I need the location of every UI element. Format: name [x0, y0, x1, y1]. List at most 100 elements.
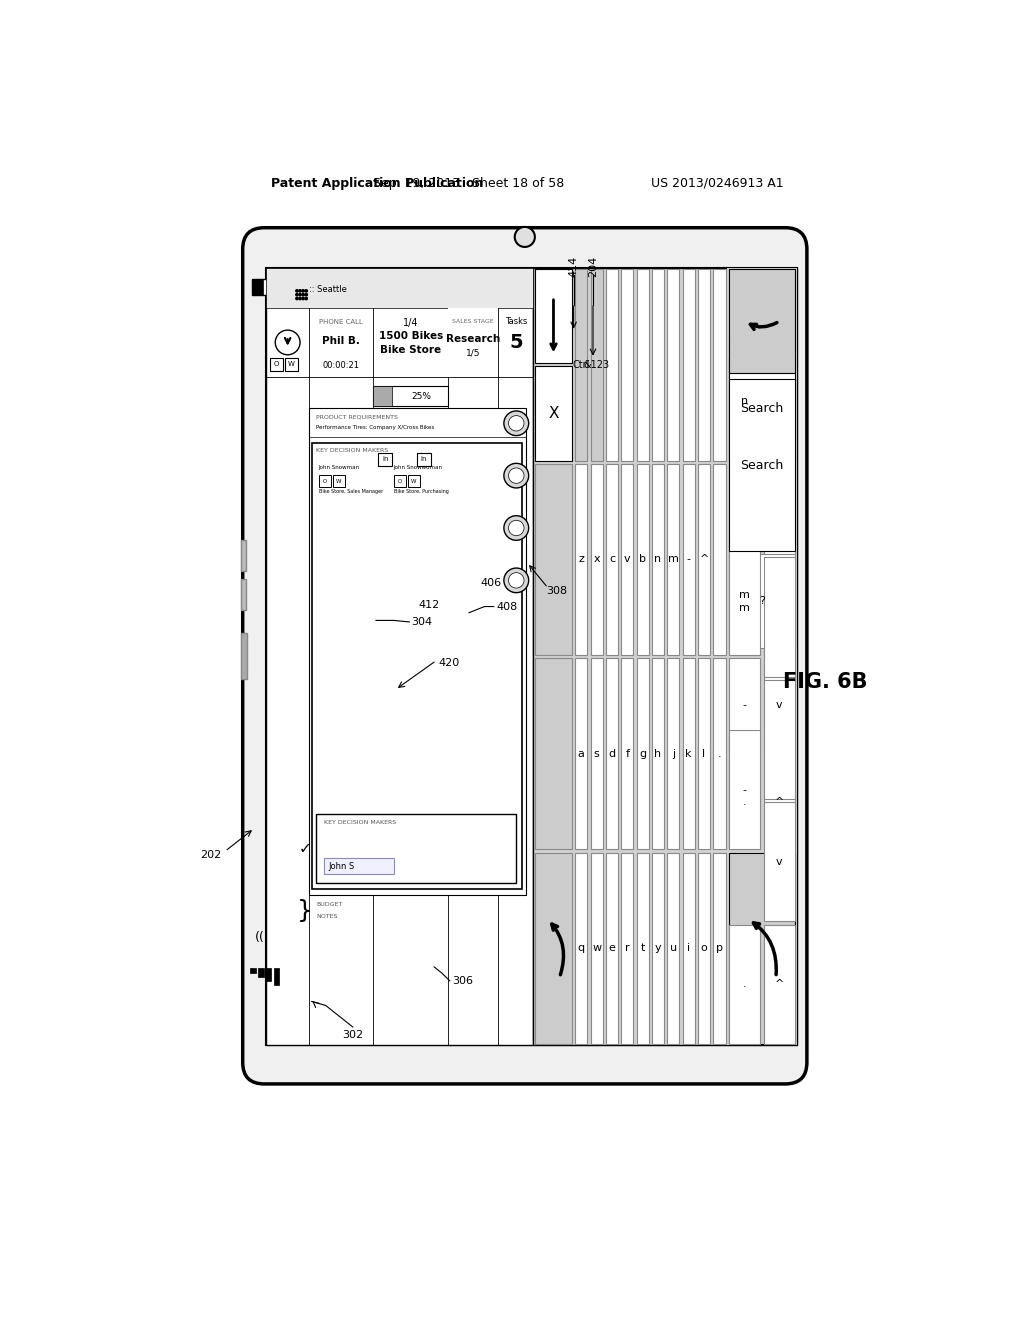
Text: n: n — [654, 554, 662, 565]
Circle shape — [305, 293, 307, 296]
Bar — [373, 387, 391, 407]
Bar — [668, 853, 680, 1044]
Bar — [266, 268, 534, 1045]
Circle shape — [504, 463, 528, 488]
Bar — [637, 853, 649, 1044]
Bar — [668, 269, 680, 461]
Text: Ctrl: Ctrl — [572, 360, 590, 370]
Bar — [727, 268, 797, 1045]
Circle shape — [509, 416, 524, 432]
Bar — [683, 463, 695, 655]
Bar — [729, 536, 761, 655]
Circle shape — [509, 573, 524, 589]
Bar — [408, 475, 420, 487]
Bar — [575, 853, 588, 1044]
Text: ^: ^ — [775, 797, 784, 808]
Bar — [764, 561, 796, 655]
Bar — [698, 659, 711, 850]
Bar — [652, 463, 665, 655]
Text: m: m — [739, 590, 750, 601]
Text: 420: 420 — [438, 657, 459, 668]
Bar — [575, 269, 588, 461]
Bar — [729, 561, 761, 655]
Text: :: Seattle: :: Seattle — [308, 285, 346, 294]
Text: z: z — [579, 554, 585, 565]
Text: a: a — [578, 748, 585, 759]
Text: }: } — [297, 899, 312, 923]
Text: ^: ^ — [775, 979, 784, 989]
Bar — [668, 659, 680, 850]
Text: ✓: ✓ — [298, 841, 311, 855]
Text: c: c — [609, 554, 615, 565]
Text: -: - — [742, 785, 746, 795]
Text: 412: 412 — [419, 601, 440, 610]
Text: 308: 308 — [547, 586, 567, 597]
Text: u: u — [670, 944, 677, 953]
Bar — [637, 269, 649, 461]
Bar — [241, 632, 248, 678]
Text: Phil B.: Phil B. — [323, 335, 360, 346]
Bar — [449, 308, 499, 378]
Text: SALES STAGE: SALES STAGE — [452, 319, 494, 325]
Text: 1500 Bikes: 1500 Bikes — [379, 331, 443, 342]
Bar — [764, 755, 796, 850]
Text: 00:00:21: 00:00:21 — [323, 362, 359, 370]
Bar — [714, 269, 726, 461]
Text: v: v — [776, 857, 782, 867]
Text: Sep. 19, 2013   Sheet 18 of 58: Sep. 19, 2013 Sheet 18 of 58 — [374, 177, 564, 190]
Text: 1/4: 1/4 — [403, 318, 419, 329]
Text: John S: John S — [328, 862, 354, 870]
Circle shape — [299, 289, 301, 292]
Text: Tasks: Tasks — [505, 317, 527, 326]
Bar — [764, 659, 796, 752]
Text: l: l — [702, 748, 706, 759]
Circle shape — [296, 293, 298, 296]
Text: n: n — [741, 396, 749, 407]
Bar — [252, 279, 263, 296]
Bar — [729, 269, 796, 374]
Text: Performance Tires: Company X/Cross Bikes: Performance Tires: Company X/Cross Bikes — [316, 425, 434, 430]
Circle shape — [305, 297, 307, 300]
Text: g: g — [639, 748, 646, 759]
Bar — [591, 463, 603, 655]
Text: W: W — [288, 360, 295, 367]
Text: X: X — [548, 407, 559, 421]
Text: &123: &123 — [584, 360, 609, 370]
Text: 406: 406 — [480, 578, 502, 589]
Bar — [394, 475, 407, 487]
Circle shape — [302, 297, 304, 300]
FancyBboxPatch shape — [243, 227, 807, 1084]
Bar — [729, 659, 761, 752]
Text: KEY DECISION MAKERS: KEY DECISION MAKERS — [324, 821, 396, 825]
Text: 304: 304 — [411, 616, 432, 627]
Text: k: k — [685, 748, 692, 759]
Text: .: . — [718, 748, 721, 759]
Text: 306: 306 — [452, 975, 473, 986]
Circle shape — [504, 411, 528, 436]
Bar — [729, 730, 761, 850]
Text: .: . — [742, 797, 746, 808]
Text: 408: 408 — [496, 602, 517, 611]
Bar — [575, 659, 588, 850]
Text: in: in — [421, 457, 427, 462]
Text: r: r — [625, 944, 630, 953]
Circle shape — [296, 297, 298, 300]
Text: O: O — [273, 360, 279, 367]
Text: v: v — [624, 554, 631, 565]
Bar — [698, 463, 711, 655]
Circle shape — [504, 568, 528, 593]
Bar — [729, 356, 796, 461]
Bar — [668, 463, 680, 655]
Text: 5: 5 — [510, 333, 523, 352]
Text: ^: ^ — [699, 554, 709, 565]
Circle shape — [299, 297, 301, 300]
Text: Research: Research — [445, 334, 500, 345]
Circle shape — [509, 520, 524, 536]
Text: j: j — [672, 748, 675, 759]
Text: Patent Application Publication: Patent Application Publication — [271, 177, 483, 190]
Circle shape — [504, 516, 528, 540]
Text: BUDGET: BUDGET — [316, 902, 343, 907]
Text: 414: 414 — [568, 256, 579, 277]
Text: 204: 204 — [588, 256, 598, 277]
Bar — [714, 659, 726, 850]
